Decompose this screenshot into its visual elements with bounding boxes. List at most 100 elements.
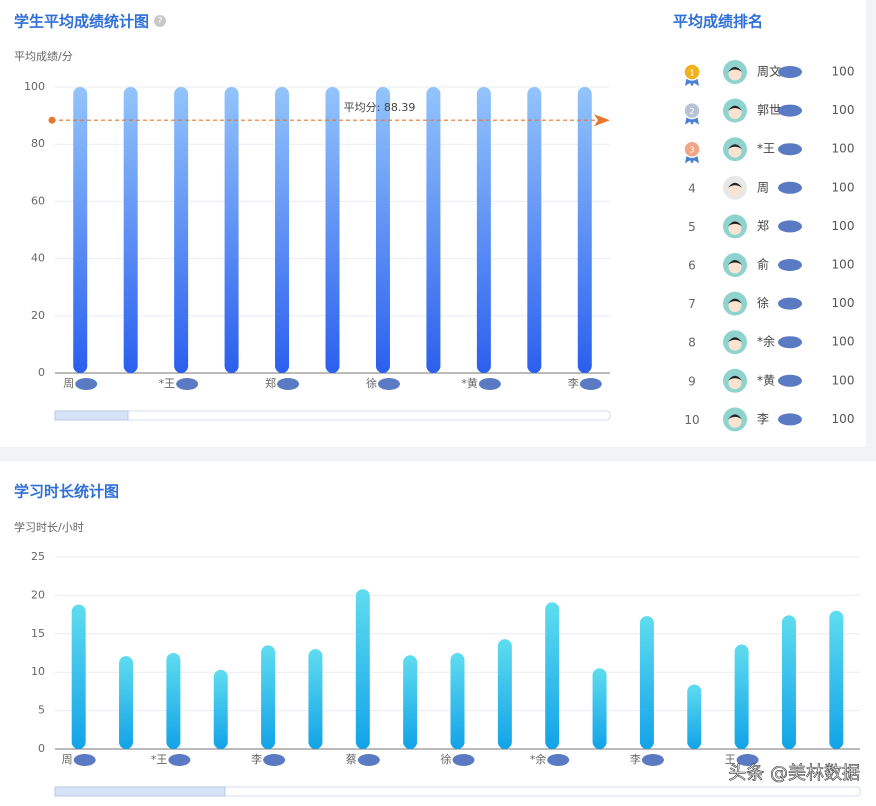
y-tick-label: 25 <box>31 550 45 563</box>
avatar-hair <box>728 221 742 227</box>
x-tick-label: *余 <box>530 752 547 766</box>
avatar-face <box>728 376 742 390</box>
name-blur <box>778 104 802 117</box>
x-tick-label: 蔡 <box>346 753 357 766</box>
name-blur <box>778 413 802 426</box>
student-name: *黄 <box>757 373 775 387</box>
avatar-hair <box>728 67 742 72</box>
avatar-face <box>728 337 742 351</box>
y-tick-label: 80 <box>31 137 45 150</box>
bar <box>261 645 276 749</box>
name-blur <box>478 378 501 390</box>
average-start <box>48 116 56 124</box>
name-blur <box>778 374 802 387</box>
name-blur <box>168 754 191 766</box>
name-blur <box>778 336 802 349</box>
bar <box>71 604 86 749</box>
name-blur <box>778 143 802 156</box>
rank: 4 <box>688 181 696 195</box>
score: 100 <box>832 142 855 156</box>
score: 100 <box>832 296 855 310</box>
student-name: 俞 <box>757 257 769 272</box>
bar <box>224 87 239 373</box>
chart-title: 学生平均成绩统计图 <box>14 13 149 31</box>
bar <box>639 616 654 749</box>
avatar-face <box>728 144 742 158</box>
bar <box>73 87 88 373</box>
medal <box>683 63 701 81</box>
score: 100 <box>832 180 855 194</box>
rank: 1 <box>689 69 694 78</box>
bar <box>577 87 592 373</box>
bar <box>213 669 228 749</box>
x-tick-label: 周 <box>63 377 74 390</box>
name-blur <box>778 66 802 78</box>
bar <box>123 87 138 373</box>
avatar-face <box>728 414 742 428</box>
bar <box>308 649 323 749</box>
help-icon[interactable] <box>154 15 166 27</box>
separator <box>0 447 876 461</box>
student-name: 周 <box>757 180 769 194</box>
name-blur <box>736 754 759 766</box>
name-blur <box>547 754 570 766</box>
name-blur <box>641 754 664 766</box>
medal <box>683 101 701 120</box>
score: 100 <box>832 219 855 233</box>
bar <box>497 639 512 749</box>
score: 100 <box>832 65 855 79</box>
bar <box>325 87 340 373</box>
edge <box>866 0 876 447</box>
student-name: 郑 <box>757 218 769 233</box>
x-tick-label: 李 <box>630 752 641 766</box>
avatar-face <box>728 221 742 235</box>
y-axis-label: 平均成绩/分 <box>14 50 73 63</box>
ranking-title: 平均成绩排名 <box>673 13 763 31</box>
zoom-handle[interactable] <box>54 786 226 797</box>
rank: 7 <box>688 297 696 311</box>
rank: 9 <box>688 374 696 388</box>
bar <box>450 653 465 749</box>
y-tick-label: 40 <box>31 252 45 265</box>
avatar-face <box>728 260 742 274</box>
score: 100 <box>832 412 855 426</box>
name-blur <box>73 754 96 766</box>
name-blur <box>778 220 802 233</box>
bar <box>174 87 189 373</box>
bar <box>687 684 702 749</box>
avatar-face <box>728 106 742 120</box>
score: 100 <box>832 335 855 349</box>
watermark: 头条 @美林数据 <box>728 763 860 784</box>
y-tick-label: 15 <box>31 627 45 640</box>
bar <box>527 87 542 373</box>
x-tick-label: 郑 <box>265 376 276 390</box>
avatar-hair <box>728 144 742 150</box>
name-blur <box>263 754 286 766</box>
name-blur <box>176 378 199 390</box>
avatar-hair <box>728 298 742 304</box>
avatar-face <box>728 67 742 81</box>
name-blur <box>377 378 400 390</box>
y-tick-label: 0 <box>38 742 45 755</box>
zoom-handle[interactable] <box>54 410 129 421</box>
score: 100 <box>832 258 855 272</box>
bar <box>781 615 796 749</box>
chart-title: 学习时长统计图 <box>14 483 119 501</box>
student-name: 周文 <box>757 64 781 79</box>
bar <box>355 589 370 749</box>
y-axis-label: 学习时长/小时 <box>14 520 84 534</box>
avatar-hair <box>728 182 742 188</box>
y-tick-label: 20 <box>31 309 45 322</box>
y-tick-label: 60 <box>31 194 45 207</box>
x-tick-label: *黄 <box>461 376 478 390</box>
name-blur <box>778 181 802 194</box>
bar <box>545 602 560 749</box>
avatar-face <box>728 183 742 197</box>
rank: 6 <box>688 259 696 273</box>
student-name: 徐 <box>757 295 769 310</box>
score: 100 <box>832 373 855 387</box>
name-blur <box>75 378 98 390</box>
bar <box>829 610 844 749</box>
x-tick-label: *王 <box>151 753 168 766</box>
